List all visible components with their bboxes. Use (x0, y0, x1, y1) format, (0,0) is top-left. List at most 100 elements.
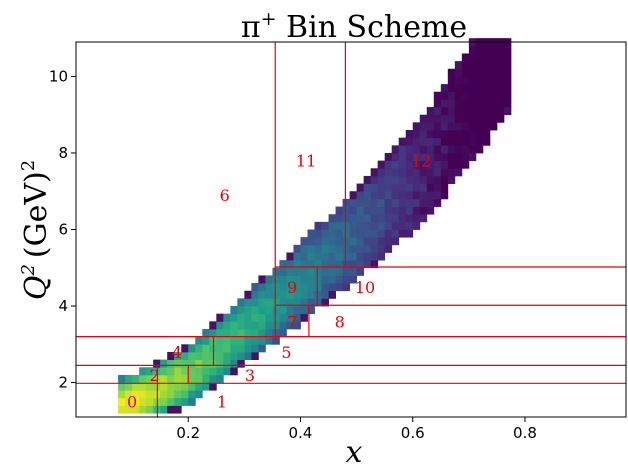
heatmap-cell (476, 76, 483, 84)
heatmap-cell (406, 191, 413, 199)
heatmap-cell (455, 84, 462, 92)
heatmap-cell (329, 230, 336, 238)
heatmap-cell (364, 199, 371, 207)
heatmap-cell (455, 61, 462, 69)
heatmap-cell (455, 92, 462, 100)
heatmap-cell (497, 46, 504, 54)
heatmap-cell (286, 268, 293, 276)
heatmap-cell (378, 191, 385, 199)
heatmap-cell (420, 138, 427, 146)
heatmap-cell (251, 283, 258, 291)
heatmap-cell (385, 230, 392, 238)
heatmap-cell (455, 69, 462, 77)
heatmap-cell (167, 375, 174, 383)
heatmap-cell (308, 291, 315, 299)
heatmap-cell (392, 176, 399, 184)
heatmap-cell (118, 375, 125, 383)
heatmap-cell (258, 306, 265, 314)
heatmap-cell (350, 245, 357, 253)
heatmap-cell (181, 344, 188, 352)
heatmap-cell (476, 61, 483, 69)
heatmap-cell (434, 92, 441, 100)
heatmap-cell (490, 61, 497, 69)
heatmap-cell (420, 184, 427, 192)
heatmap-cell (329, 245, 336, 253)
heatmap-cell (441, 161, 448, 169)
heatmap-cell (343, 268, 350, 276)
heatmap-cell (448, 138, 455, 146)
heatmap-cell (406, 199, 413, 207)
heatmap-cell (188, 352, 195, 360)
heatmap-cell (413, 122, 420, 130)
heatmap-cell (216, 367, 223, 375)
heatmap-cell (237, 360, 244, 368)
heatmap-cell (244, 329, 251, 337)
heatmap-cell (329, 237, 336, 245)
heatmap-cell (462, 53, 469, 61)
heatmap-cell (385, 176, 392, 184)
heatmap-cell (160, 360, 167, 368)
heatmap-cell (336, 268, 343, 276)
heatmap-cell (230, 344, 237, 352)
heatmap-cell (308, 230, 315, 238)
heatmap-cell (448, 176, 455, 184)
heatmap-cell (448, 153, 455, 161)
heatmap-cell (188, 390, 195, 398)
heatmap-cell (476, 130, 483, 138)
bin-label-2: 2 (149, 366, 159, 385)
heatmap-cell (392, 191, 399, 199)
bin-label-7: 7 (287, 312, 297, 331)
heatmap-cell (378, 245, 385, 253)
heatmap-cell (202, 329, 209, 337)
heatmap-cell (462, 145, 469, 153)
heatmap-cell (385, 237, 392, 245)
heatmap-cell (279, 275, 286, 283)
heatmap-cell (118, 406, 125, 414)
heatmap-cell (504, 107, 511, 115)
heatmap-cell (406, 207, 413, 215)
heatmap-cell (462, 84, 469, 92)
heatmap-cell (406, 222, 413, 230)
heatmap-cell (336, 222, 343, 230)
heatmap-cell (413, 176, 420, 184)
heatmap-cell (258, 291, 265, 299)
heatmap-cell (272, 275, 279, 283)
heatmap-cell (237, 298, 244, 306)
heatmap-cell (336, 283, 343, 291)
heatmap-cell (378, 161, 385, 169)
heatmap-cell (139, 398, 146, 406)
x-tick-label: 0.4 (289, 424, 313, 442)
heatmap-cell (350, 207, 357, 215)
heatmap-cell (322, 291, 329, 299)
heatmap-cell (300, 283, 307, 291)
y-axis-label: Q2(GeV)2 (18, 160, 54, 300)
heatmap-cell (251, 306, 258, 314)
heatmap-cell (371, 184, 378, 192)
heatmap-cell (315, 237, 322, 245)
heatmap-cell (448, 107, 455, 115)
heatmap-cell (406, 176, 413, 184)
heatmap-cell (441, 176, 448, 184)
heatmap-cell (251, 337, 258, 345)
heatmap-cell (385, 191, 392, 199)
heatmap-cell (258, 283, 265, 291)
heatmap-cell (308, 268, 315, 276)
heatmap-cell (469, 92, 476, 100)
heatmap-cell (195, 390, 202, 398)
heatmap-cell (160, 398, 167, 406)
heatmap-cell (230, 306, 237, 314)
heatmap-cell (195, 360, 202, 368)
heatmap-cell (272, 314, 279, 322)
heatmap-cell (364, 191, 371, 199)
heatmap-cell (441, 153, 448, 161)
heatmap-cell (336, 252, 343, 260)
heatmap-cell (357, 207, 364, 215)
heatmap-cell (399, 214, 406, 222)
heatmap-cell (399, 145, 406, 153)
heatmap-cell (441, 184, 448, 192)
heatmap-cell (441, 122, 448, 130)
heatmap-cell (279, 283, 286, 291)
heatmap-cell (448, 84, 455, 92)
heatmap-cell (286, 252, 293, 260)
